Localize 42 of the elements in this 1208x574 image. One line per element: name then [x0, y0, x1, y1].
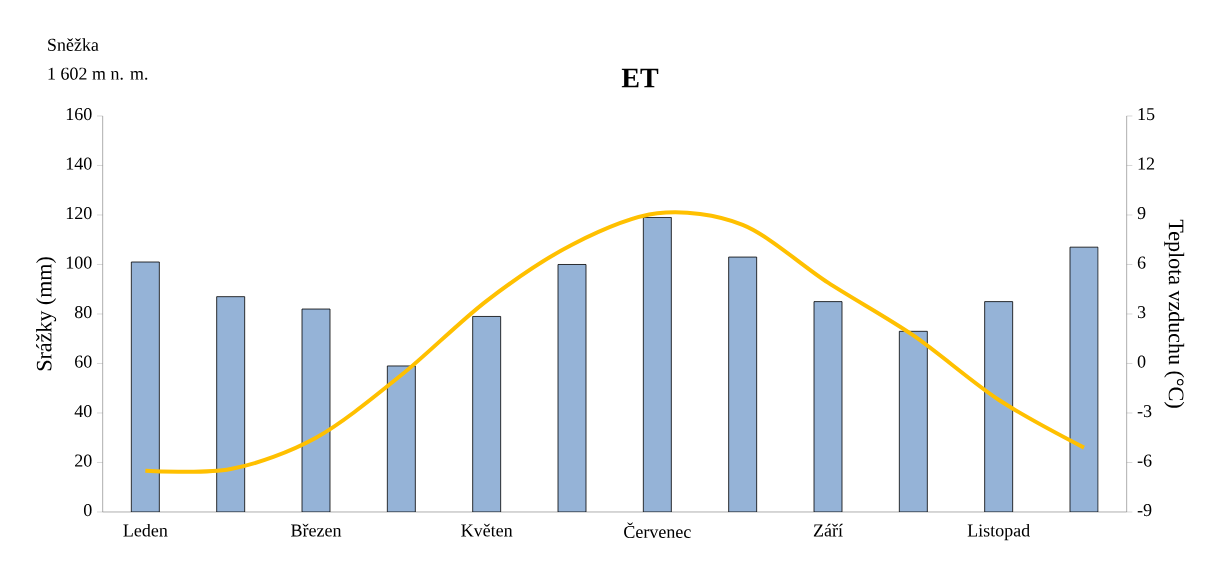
bar	[386, 365, 416, 512]
x-tick-label: Květen	[461, 523, 513, 537]
y-tick-label: 0	[83, 504, 92, 517]
y2-tick-label: -3	[1137, 405, 1152, 418]
y2-tick-label: -6	[1137, 454, 1152, 467]
x-tick-label: Září	[813, 523, 843, 537]
x-tick-label: Červenec	[624, 522, 691, 539]
bar	[984, 301, 1014, 512]
y2-tick-label: 0	[1137, 355, 1146, 368]
bar	[472, 316, 502, 512]
bar	[216, 296, 246, 512]
y2-tick-label: 3	[1137, 306, 1146, 319]
bar	[642, 217, 672, 512]
y-tick-label: 60	[75, 355, 92, 368]
bar	[728, 256, 758, 512]
y2-tick-label: 12	[1138, 157, 1155, 170]
y2-tick-label: 6	[1137, 256, 1146, 269]
line-series	[143, 210, 1086, 474]
y-tick-label: 20	[75, 454, 92, 467]
bar	[557, 264, 587, 512]
x-tick-label: Listopad	[967, 523, 1030, 541]
bar	[898, 330, 928, 512]
y-tick-label: 40	[74, 405, 92, 418]
bar	[301, 308, 331, 512]
chart-title: ET	[621, 68, 659, 88]
y-tick-label: 160	[66, 108, 92, 121]
text: 1 602 m n. m.	[48, 67, 148, 80]
bar	[130, 261, 160, 512]
y-tick-label: 140	[66, 157, 92, 170]
y-axis-title: Srážky (mm)	[36, 257, 57, 371]
x-tick-label: Březen	[291, 523, 342, 537]
bar	[1069, 246, 1099, 512]
y2-tick-label: 9	[1137, 207, 1146, 220]
y2-tick-label: 15	[1138, 108, 1155, 121]
text: Sněžka	[48, 38, 99, 51]
y2-tick-label: -9	[1137, 504, 1152, 517]
y-tick-label: 120	[66, 207, 92, 220]
y-tick-label: 80	[74, 306, 92, 319]
y2-axis-title: Teplota vzduchu (°C)	[1164, 219, 1185, 408]
bar	[813, 301, 843, 512]
x-tick-label: Leden	[123, 523, 168, 537]
y-tick-label: 100	[66, 256, 92, 269]
